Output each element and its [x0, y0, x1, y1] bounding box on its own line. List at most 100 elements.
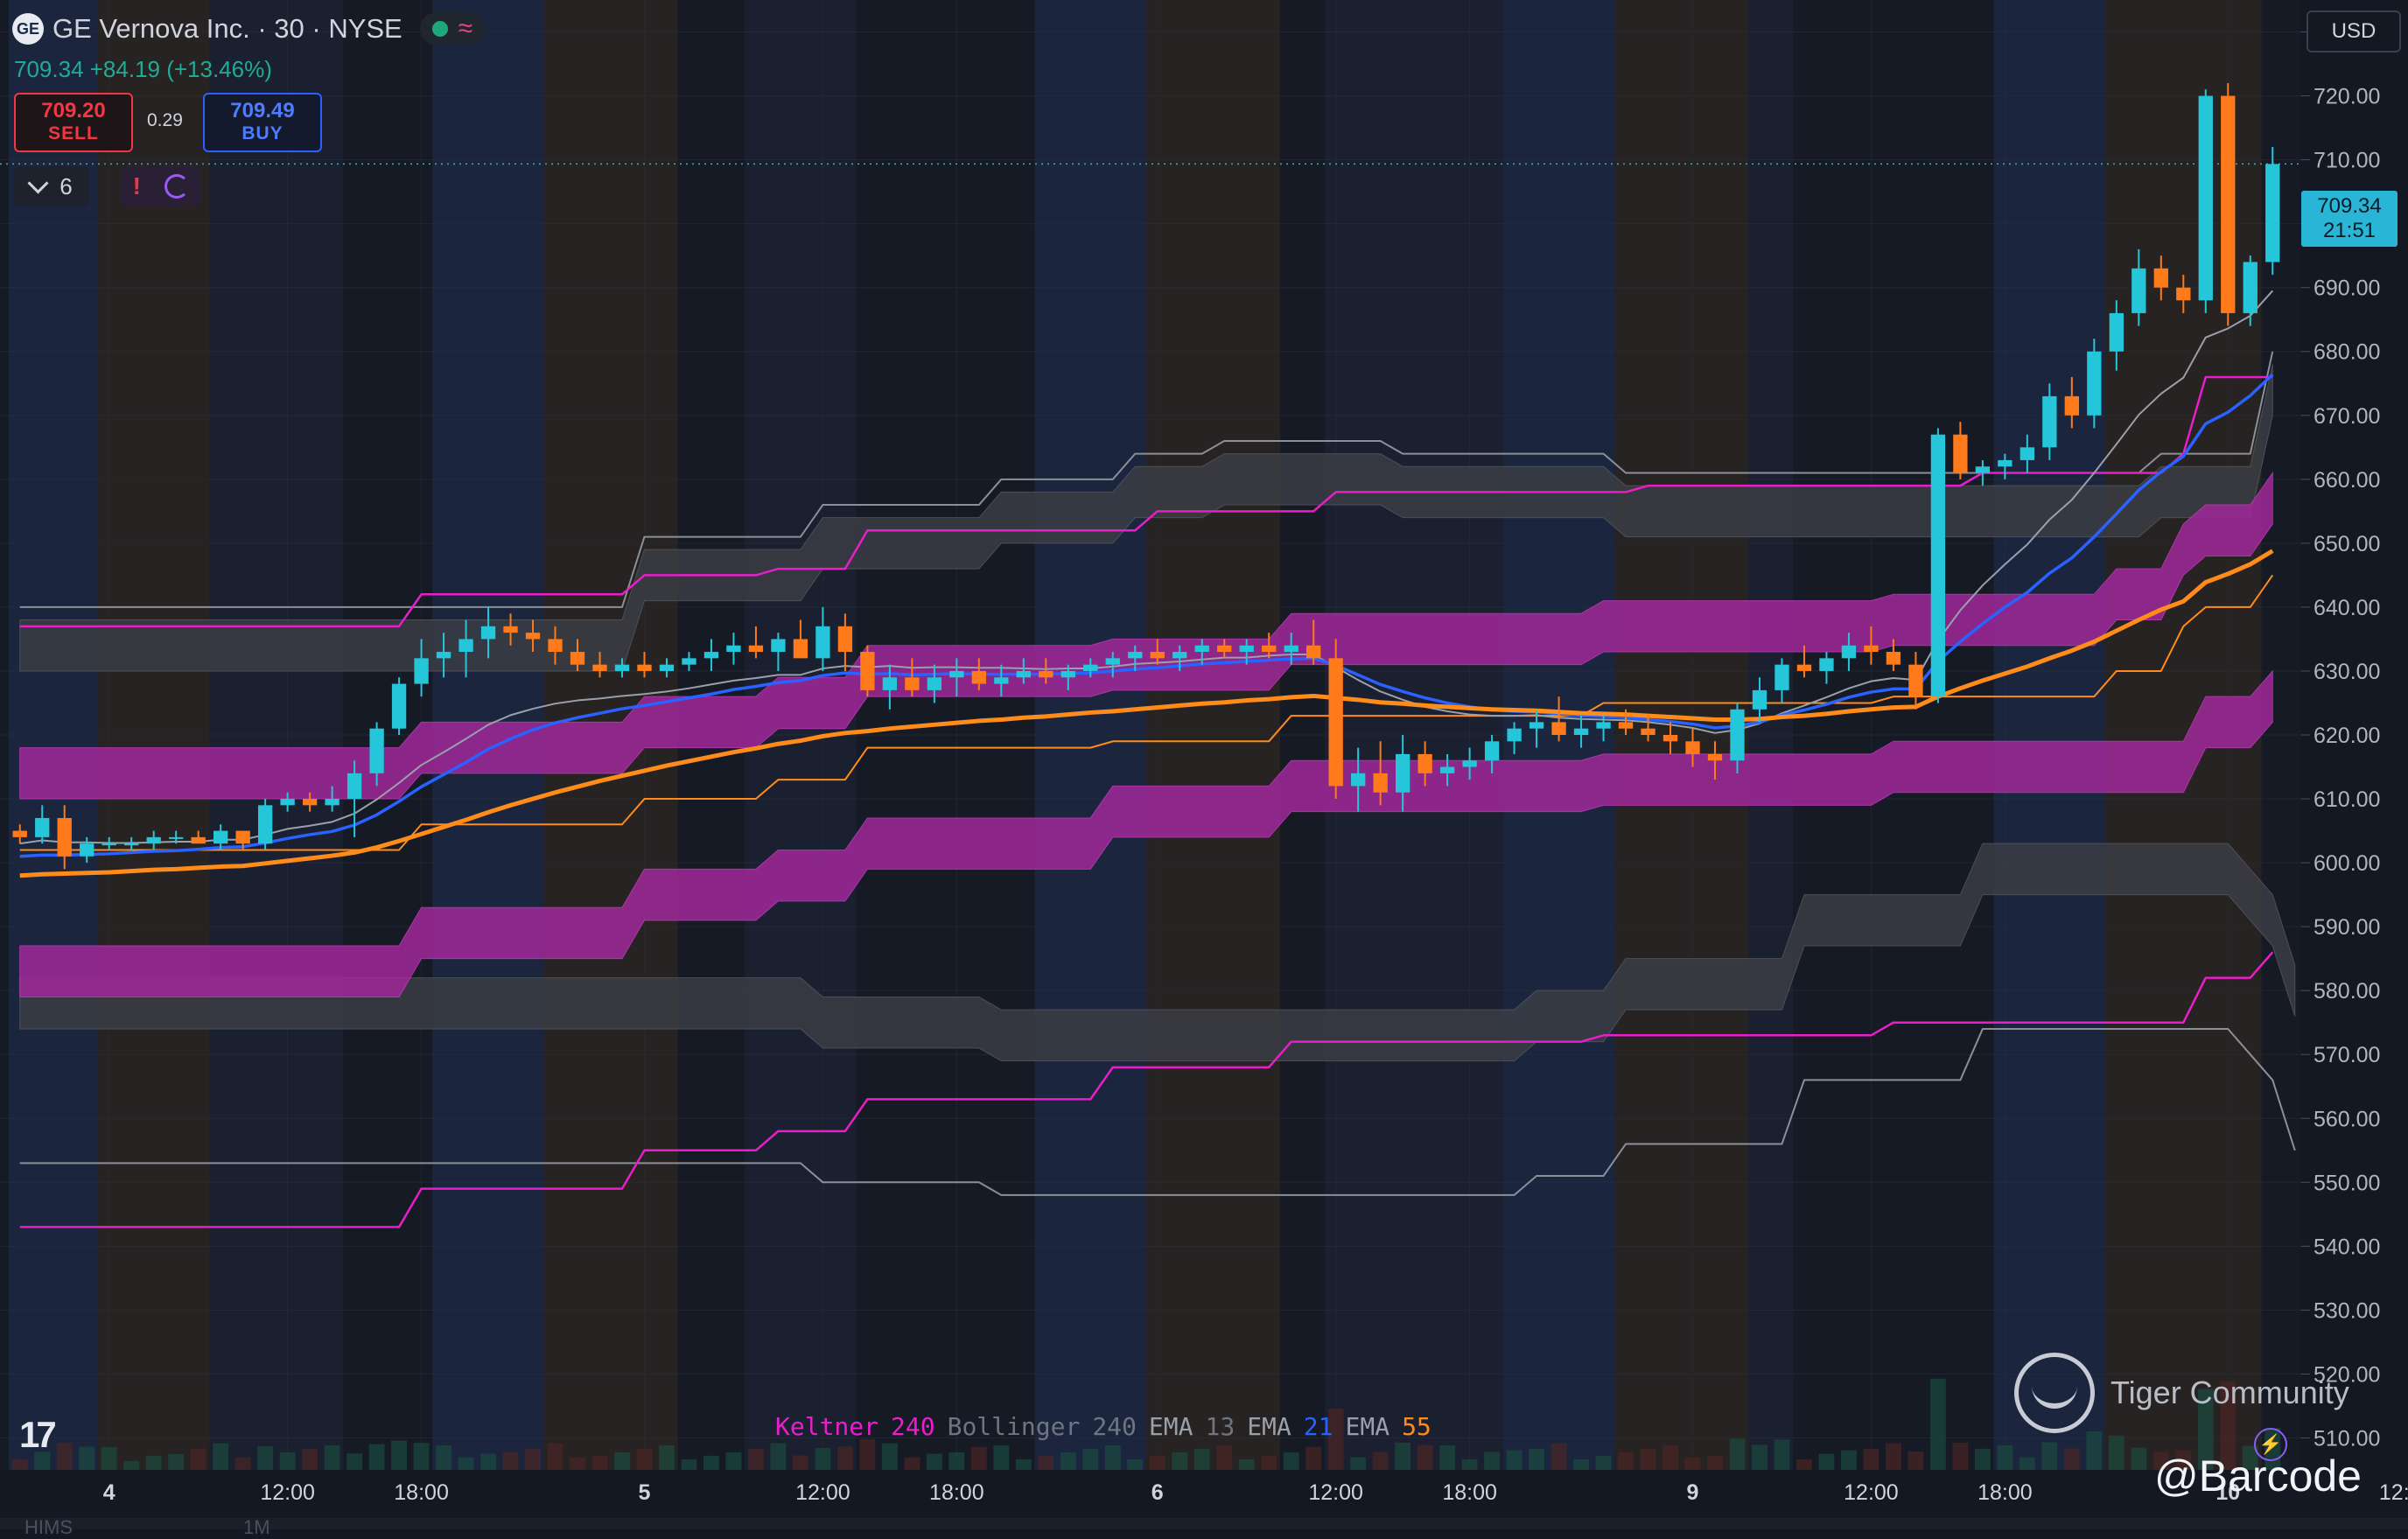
candle-body — [659, 664, 675, 671]
candle-body — [2221, 95, 2236, 313]
volume-bar — [1506, 1450, 1522, 1470]
volume-bar — [1974, 1448, 1991, 1470]
indicators-toggle[interactable]: 6 — [14, 166, 89, 206]
candle-body — [12, 830, 27, 837]
indicator-bands — [19, 364, 2296, 1062]
legend-ema21-value: 21 — [1303, 1412, 1334, 1441]
candle-body — [35, 817, 50, 837]
candle-body — [971, 670, 986, 684]
volume-bar — [1484, 1452, 1501, 1470]
tiger-community-watermark: Tiger Community — [2014, 1353, 2349, 1433]
candle-body — [860, 652, 875, 690]
volume-bar — [11, 1459, 28, 1470]
volume-bar — [1952, 1442, 1969, 1470]
currency-selector[interactable]: USD — [2306, 10, 2401, 52]
volume-bar — [1908, 1452, 1924, 1470]
y-tick-label: 690.00 — [2314, 276, 2380, 301]
volume-bar — [56, 1442, 73, 1470]
candle-body — [1953, 434, 1968, 473]
candle-body — [704, 652, 719, 659]
chevron-down-icon — [27, 171, 49, 194]
candle-body — [146, 836, 161, 844]
bollinger-lower-line — [19, 1028, 2296, 1196]
symbol-header[interactable]: GE GE Vernova Inc. · 30 · NYSE ≈ — [12, 12, 486, 45]
candle-body — [1462, 760, 1477, 767]
y-tick-label: 620.00 — [2314, 724, 2380, 748]
next-interval-hint: 1M — [243, 1516, 270, 1538]
volume-bar — [436, 1445, 452, 1470]
bottom-strip — [0, 1518, 2408, 1529]
volume-bar — [1550, 1443, 1567, 1470]
ema13-line — [19, 290, 2274, 845]
volume-bar — [2131, 1447, 2147, 1470]
candle-body — [637, 664, 652, 671]
candle-body — [882, 677, 898, 690]
volume-bar — [1886, 1443, 1901, 1470]
market-status-pill[interactable]: ≈ — [419, 12, 486, 45]
candle-body — [124, 843, 139, 846]
legend-ema13-value: 13 — [1205, 1412, 1236, 1441]
tradingview-logo-icon[interactable]: 17 — [19, 1414, 57, 1455]
candle-body — [525, 633, 541, 640]
y-tick-label: 530.00 — [2314, 1298, 2380, 1323]
y-tick-label: 590.00 — [2314, 915, 2380, 940]
y-tick-label: 540.00 — [2314, 1235, 2380, 1259]
candle-body — [1262, 645, 1277, 653]
bollinger-upper-line — [19, 351, 2274, 608]
candle-body — [1841, 645, 1857, 659]
volume-bar — [1752, 1445, 1768, 1470]
legend-ema13-name: EMA — [1148, 1412, 1194, 1441]
keltner-lower-line — [19, 951, 2274, 1228]
candle-body — [2132, 268, 2146, 313]
candle-body — [1284, 645, 1298, 653]
candle-body — [436, 652, 452, 659]
candle-body — [2042, 395, 2057, 448]
candle-body — [1217, 645, 1232, 653]
candle-body — [1796, 664, 1812, 671]
volume-bar — [1149, 1455, 1166, 1470]
candle-body — [1060, 670, 1075, 678]
candle-body — [1596, 722, 1611, 729]
alert-controls[interactable]: ! — [121, 166, 201, 206]
candle-body — [793, 639, 808, 659]
sync-icon[interactable] — [164, 174, 190, 199]
y-tick-label: 710.00 — [2314, 149, 2380, 173]
bollinger-upper-band — [19, 364, 2273, 672]
candle-body — [257, 805, 273, 844]
volume-bar — [1417, 1445, 1433, 1470]
x-tick-label: 5 — [639, 1480, 651, 1505]
symbol-title[interactable]: GE Vernova Inc. · 30 · NYSE — [52, 13, 402, 44]
volume-bar — [234, 1457, 251, 1470]
y-tick-label: 670.00 — [2314, 404, 2380, 429]
y-tick-label: 610.00 — [2314, 787, 2380, 812]
volume-bar — [2197, 1389, 2214, 1470]
y-tick-label: 720.00 — [2314, 85, 2380, 109]
candle-body — [905, 677, 920, 690]
volume-bar — [525, 1448, 541, 1470]
candle-body — [1351, 773, 1366, 787]
sell-button[interactable]: 709.20 SELL — [14, 93, 133, 152]
volume-bar — [704, 1455, 719, 1470]
candle-body — [458, 639, 473, 653]
legend-bollinger-name: Bollinger — [947, 1412, 1081, 1441]
volume-bar — [34, 1452, 51, 1470]
y-tick-label: 680.00 — [2314, 340, 2380, 365]
candle-body — [1930, 434, 1946, 697]
x-tick-label: 12:00 — [1308, 1480, 1363, 1505]
volume-bar — [1929, 1378, 1946, 1470]
volume-bar — [1172, 1452, 1188, 1470]
buy-button[interactable]: 709.49 BUY — [203, 93, 322, 152]
candle-body — [1886, 652, 1901, 665]
buy-label: BUY — [242, 123, 284, 143]
candle-body — [1998, 459, 2012, 467]
candle-body — [1039, 670, 1054, 678]
volume-bar — [413, 1443, 430, 1470]
indicator-legend: Keltner 240 Bollinger 240 EMA 13 EMA 21 … — [775, 1412, 1432, 1441]
last-price-value: 709.34 — [2317, 194, 2382, 218]
volume-bar — [2086, 1431, 2103, 1470]
warning-icon[interactable]: ! — [132, 172, 141, 199]
legend-ema55-value: 55 — [1402, 1412, 1432, 1441]
candle-body — [1016, 670, 1031, 678]
lightning-icon[interactable]: ⚡ — [2254, 1428, 2287, 1461]
